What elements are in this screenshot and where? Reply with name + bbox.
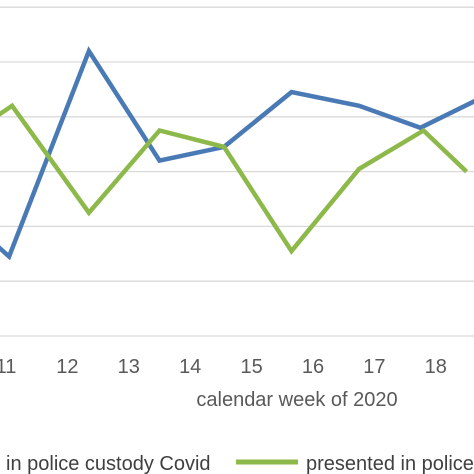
x-tick-label: 14 — [179, 356, 201, 378]
gridlines — [0, 6, 474, 337]
x-tick-label: 11 — [0, 356, 16, 378]
x-tick-label: 15 — [240, 356, 262, 378]
x-tick-label: 17 — [363, 356, 385, 378]
legend-label-2: presented in police — [306, 453, 474, 474]
x-tick-label: 13 — [118, 356, 140, 378]
x-axis-title: calendar week of 2020 — [196, 389, 397, 411]
x-axis-ticks: 111213141516171819 — [0, 356, 447, 378]
legend-label-1: in police custody Covid — [6, 453, 211, 474]
legend: in police custody Covid presented in poli… — [6, 453, 474, 474]
series-line-2 — [0, 102, 469, 255]
x-tick-label: 18 — [425, 356, 447, 378]
x-tick-label: 16 — [302, 356, 324, 378]
series-lines — [0, 46, 474, 261]
series-line-1 — [0, 46, 474, 261]
x-tick-label: 12 — [56, 356, 78, 378]
